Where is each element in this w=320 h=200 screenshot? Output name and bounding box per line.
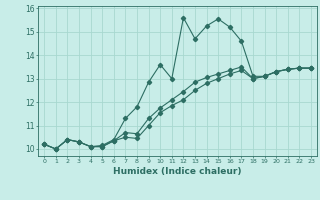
X-axis label: Humidex (Indice chaleur): Humidex (Indice chaleur) [113,167,242,176]
